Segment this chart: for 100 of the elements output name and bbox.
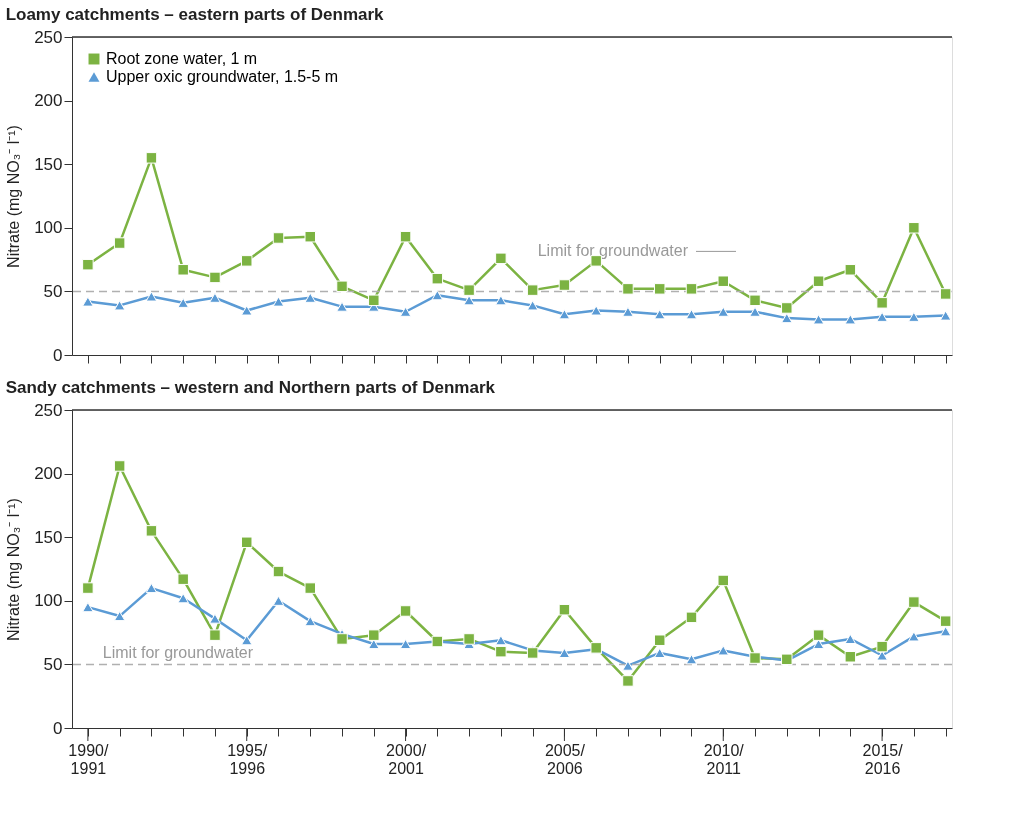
point [844, 314, 857, 325]
x-tick-label: 2005/2006 [544, 741, 586, 777]
point [876, 297, 888, 309]
point [368, 629, 380, 641]
legend-label: Root zone water, 1 m [106, 50, 258, 67]
point [272, 296, 285, 307]
y-axis-title: Nitrate (mg NO₃⁻ l⁻¹) [5, 498, 23, 641]
point [399, 306, 412, 317]
point [495, 252, 507, 265]
point [526, 284, 539, 296]
point [844, 633, 857, 644]
point [209, 271, 221, 284]
point [939, 626, 952, 637]
point [717, 645, 730, 656]
point [812, 314, 825, 325]
point [304, 582, 317, 594]
point [209, 613, 221, 624]
y-tick-label: 200 [34, 91, 63, 111]
y-axis-title: Nitrate (mg NO₃⁻ l⁻¹) [5, 125, 23, 268]
point [177, 593, 189, 604]
point [336, 633, 348, 645]
point [844, 651, 857, 663]
point [145, 291, 158, 302]
y-tick-label: 200 [34, 464, 63, 484]
point [240, 635, 253, 646]
point [876, 640, 888, 653]
point [653, 283, 666, 295]
legend-label: Upper oxic groundwater, 1.5-5 m [106, 68, 339, 85]
point [272, 565, 285, 578]
point [717, 306, 730, 317]
point [82, 582, 94, 594]
point [209, 292, 221, 303]
y-tick-label: 100 [34, 218, 63, 238]
point [177, 264, 189, 276]
point [939, 288, 952, 300]
point [812, 629, 825, 641]
point [463, 633, 475, 645]
y-tick-label: 0 [53, 718, 63, 738]
point [272, 595, 285, 606]
point [399, 639, 412, 650]
point [812, 275, 825, 287]
point [717, 275, 730, 287]
point [463, 284, 475, 296]
point [558, 309, 571, 320]
point [399, 605, 412, 617]
y-tick-label: 50 [43, 654, 63, 674]
point [558, 279, 571, 291]
point [749, 306, 761, 317]
point [82, 258, 94, 271]
y-tick-label: 250 [34, 27, 63, 47]
y-tick-label: 50 [43, 281, 63, 301]
point [749, 294, 761, 307]
point [717, 574, 730, 587]
point [558, 603, 571, 616]
point [622, 283, 634, 295]
point [177, 297, 189, 308]
point [113, 237, 126, 249]
y-tick-label: 150 [34, 154, 63, 174]
y-tick-label: 250 [34, 400, 63, 420]
point [939, 310, 952, 321]
point [876, 311, 888, 322]
x-tick-label: 2010/2011 [703, 741, 745, 777]
point [240, 255, 253, 267]
point [336, 280, 348, 293]
point [304, 230, 317, 243]
point [495, 645, 507, 658]
point [113, 300, 126, 311]
point [558, 647, 571, 658]
point [431, 272, 444, 285]
point [908, 596, 920, 608]
point [653, 634, 666, 646]
point [113, 611, 126, 622]
chart-title: Loamy catchments – eastern parts of Denmark [5, 5, 385, 24]
y-tick-label: 150 [34, 527, 63, 547]
point [781, 302, 793, 314]
y-tick-label: 0 [53, 345, 63, 365]
point [240, 305, 253, 316]
point [781, 313, 793, 324]
point [685, 309, 698, 320]
point [368, 294, 380, 307]
point [177, 573, 189, 585]
x-tick-label: 2000/2001 [386, 741, 427, 777]
point [145, 152, 158, 164]
point [431, 290, 444, 301]
x-tick-label: 1995/1996 [227, 741, 268, 777]
point [272, 232, 285, 244]
point [622, 306, 634, 317]
point [685, 654, 698, 665]
y-tick-label: 100 [34, 591, 63, 611]
point [304, 292, 317, 303]
point [653, 647, 666, 658]
point [908, 311, 920, 322]
point [653, 309, 666, 320]
chart-title: Sandy catchments – western and Northern parts of Denmark [5, 378, 496, 397]
ref-line-label: Limit for groundwater [102, 644, 254, 662]
x-tick-label: 1990/1991 [68, 741, 109, 777]
point [145, 525, 158, 537]
point [82, 296, 94, 307]
point [495, 635, 507, 646]
point [622, 660, 634, 671]
